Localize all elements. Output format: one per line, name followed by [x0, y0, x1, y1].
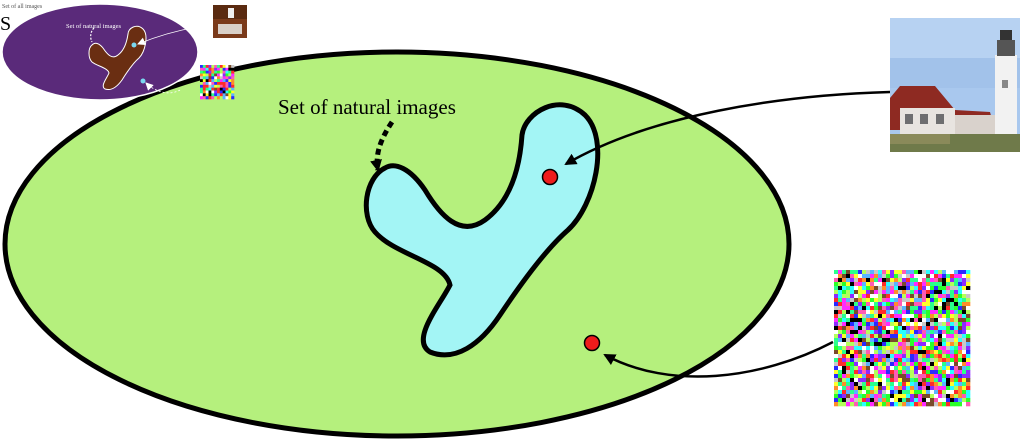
random-image-point — [583, 334, 601, 352]
inset-natural-region — [88, 25, 147, 90]
lighthouse-arrow — [564, 90, 891, 166]
inset-thumbnail: Set of natural images Set of all images — [1, 3, 247, 101]
partial-title: S — [0, 13, 11, 35]
natural-image-point — [541, 168, 559, 186]
lighthouse-photo — [890, 18, 1020, 152]
natural-images-label: Set of natural images — [278, 95, 456, 119]
random-noise-image — [834, 270, 971, 407]
label-pointer-arrow — [370, 120, 395, 172]
inset-natural-label: Set of natural images — [66, 23, 122, 30]
inset-random-point — [140, 78, 146, 84]
natural-images-region — [363, 102, 601, 358]
inset-title: Set of all images — [2, 3, 43, 10]
inset-natural-point — [131, 42, 137, 48]
noise-arrow — [603, 340, 834, 378]
